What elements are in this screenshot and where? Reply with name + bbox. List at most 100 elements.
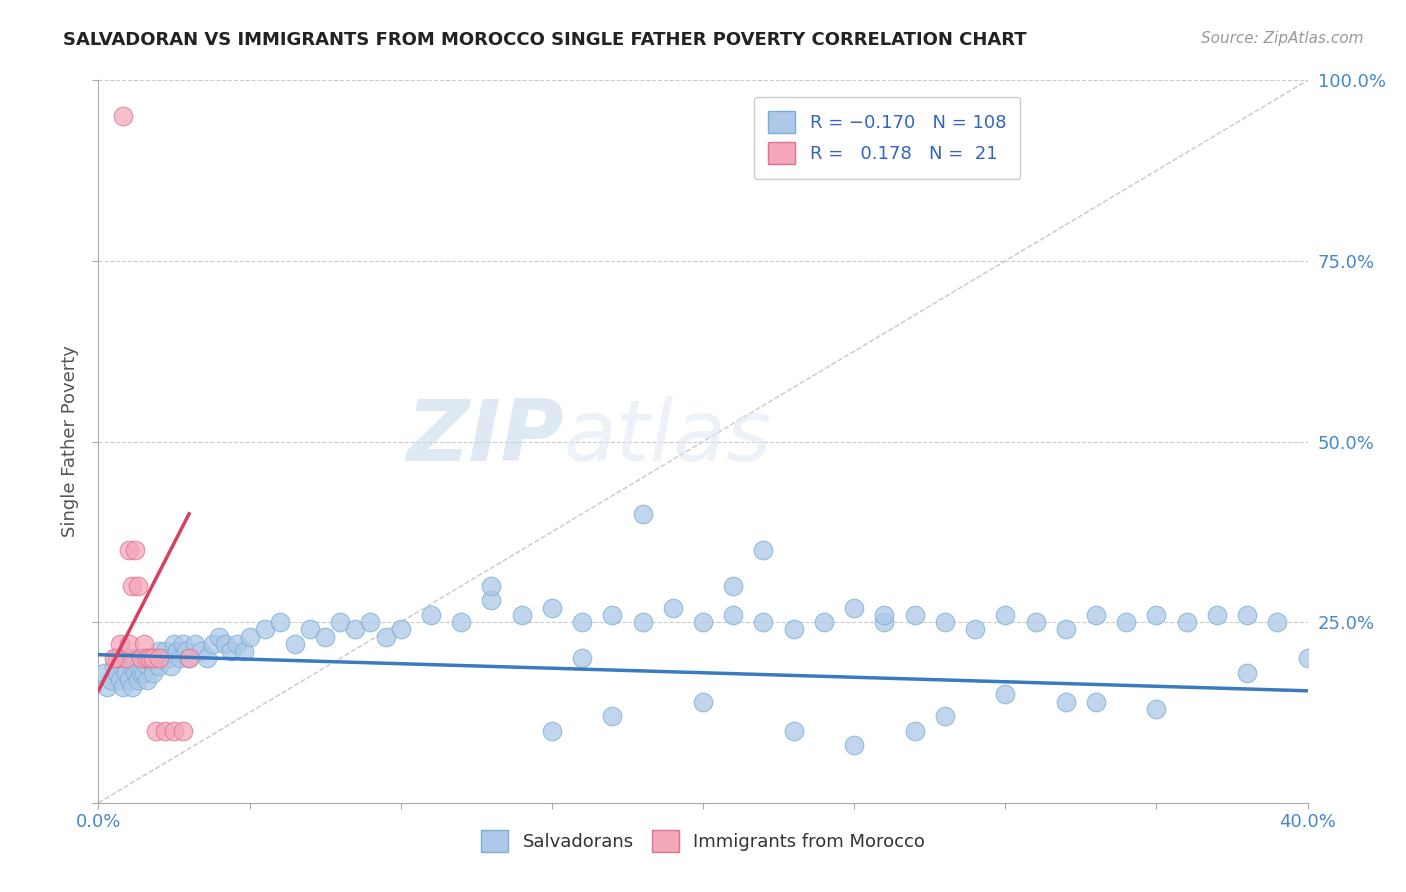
Point xyxy=(132,637,155,651)
Point xyxy=(163,637,186,651)
Point xyxy=(135,651,157,665)
Point xyxy=(1054,623,1077,637)
Point xyxy=(139,651,162,665)
Point xyxy=(100,673,122,687)
Point xyxy=(631,507,654,521)
Point xyxy=(127,673,149,687)
Point xyxy=(1175,615,1198,630)
Point xyxy=(904,607,927,622)
Point xyxy=(124,665,146,680)
Point xyxy=(873,607,896,622)
Point xyxy=(190,644,212,658)
Point xyxy=(202,637,225,651)
Point xyxy=(540,723,562,738)
Point xyxy=(253,623,276,637)
Point xyxy=(96,680,118,694)
Point xyxy=(172,723,194,738)
Point xyxy=(481,593,503,607)
Point xyxy=(145,723,167,738)
Point xyxy=(208,630,231,644)
Point xyxy=(108,637,131,651)
Point xyxy=(160,658,183,673)
Point xyxy=(118,673,141,687)
Point xyxy=(783,723,806,738)
Point xyxy=(172,637,194,651)
Point xyxy=(150,651,173,665)
Point xyxy=(105,665,128,680)
Point xyxy=(1085,607,1108,622)
Point xyxy=(127,579,149,593)
Point xyxy=(121,579,143,593)
Point xyxy=(813,615,835,630)
Point xyxy=(156,651,179,665)
Point xyxy=(571,615,593,630)
Point xyxy=(105,651,128,665)
Point xyxy=(142,651,165,665)
Point xyxy=(114,665,136,680)
Point xyxy=(904,723,927,738)
Point xyxy=(103,658,125,673)
Point xyxy=(723,579,745,593)
Point xyxy=(166,644,188,658)
Point xyxy=(540,600,562,615)
Point xyxy=(1085,695,1108,709)
Point xyxy=(111,110,134,124)
Point xyxy=(344,623,367,637)
Point xyxy=(752,615,775,630)
Point xyxy=(132,651,155,665)
Point xyxy=(994,687,1017,701)
Point xyxy=(239,630,262,644)
Point xyxy=(124,542,146,557)
Point xyxy=(1236,607,1258,622)
Point xyxy=(148,658,170,673)
Point xyxy=(844,738,866,752)
Point xyxy=(602,709,624,723)
Point xyxy=(118,651,141,665)
Point xyxy=(360,615,382,630)
Point xyxy=(174,644,197,658)
Point xyxy=(723,607,745,622)
Point xyxy=(135,658,157,673)
Point xyxy=(602,607,624,622)
Point xyxy=(1024,615,1046,630)
Text: SALVADORAN VS IMMIGRANTS FROM MOROCCO SINGLE FATHER POVERTY CORRELATION CHART: SALVADORAN VS IMMIGRANTS FROM MOROCCO SI… xyxy=(63,31,1026,49)
Point xyxy=(631,615,654,630)
Point xyxy=(299,623,322,637)
Point xyxy=(934,615,956,630)
Point xyxy=(692,615,714,630)
Point xyxy=(1206,607,1229,622)
Point xyxy=(752,542,775,557)
Point xyxy=(481,579,503,593)
Point xyxy=(139,651,162,665)
Point xyxy=(450,615,472,630)
Point xyxy=(1267,615,1289,630)
Point xyxy=(118,542,141,557)
Point xyxy=(142,665,165,680)
Point xyxy=(226,637,249,651)
Point xyxy=(129,665,152,680)
Point xyxy=(389,623,412,637)
Point xyxy=(111,658,134,673)
Point xyxy=(221,644,243,658)
Point xyxy=(127,658,149,673)
Point xyxy=(1144,702,1167,716)
Point xyxy=(153,723,176,738)
Point xyxy=(1144,607,1167,622)
Point xyxy=(114,651,136,665)
Point xyxy=(142,658,165,673)
Point xyxy=(169,651,191,665)
Point xyxy=(329,615,352,630)
Point xyxy=(148,644,170,658)
Point xyxy=(783,623,806,637)
Point xyxy=(135,673,157,687)
Point xyxy=(103,651,125,665)
Point xyxy=(1115,615,1137,630)
Legend: Salvadorans, Immigrants from Morocco: Salvadorans, Immigrants from Morocco xyxy=(474,822,932,859)
Point xyxy=(571,651,593,665)
Point xyxy=(129,651,152,665)
Point xyxy=(93,665,115,680)
Point xyxy=(111,680,134,694)
Point xyxy=(965,623,987,637)
Point xyxy=(510,607,533,622)
Point xyxy=(844,600,866,615)
